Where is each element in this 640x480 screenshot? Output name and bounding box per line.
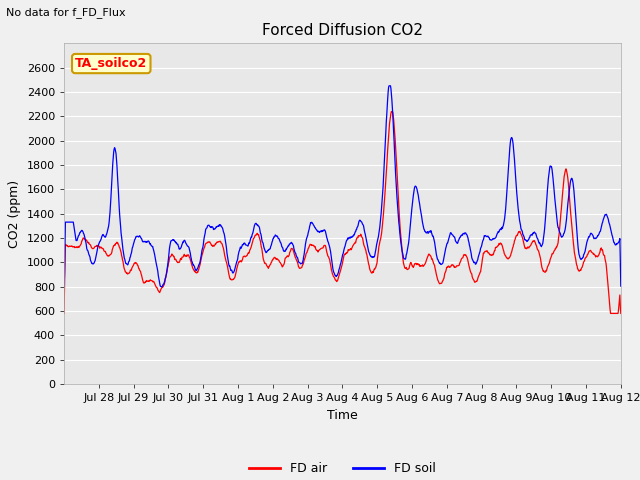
FD soil	[617, 283, 625, 289]
FD air	[60, 311, 68, 316]
FD soil	[385, 83, 393, 89]
Line: FD soil: FD soil	[64, 86, 621, 287]
FD air	[301, 254, 309, 260]
FD air	[388, 108, 396, 114]
Title: Forced Diffusion CO2: Forced Diffusion CO2	[262, 23, 423, 38]
FD soil	[248, 234, 255, 240]
FD soil	[60, 284, 68, 289]
FD air	[154, 287, 162, 293]
X-axis label: Time: Time	[327, 408, 358, 421]
FD soil	[364, 246, 372, 252]
FD soil	[134, 234, 141, 240]
FD soil	[301, 241, 309, 247]
Y-axis label: CO2 (ppm): CO2 (ppm)	[8, 180, 21, 248]
FD soil	[353, 227, 360, 232]
FD air	[248, 242, 255, 248]
FD air	[353, 236, 360, 242]
FD soil	[154, 268, 162, 274]
FD air	[364, 260, 372, 265]
Text: No data for f_FD_Flux: No data for f_FD_Flux	[6, 7, 126, 18]
FD air	[617, 311, 625, 316]
Text: TA_soilco2: TA_soilco2	[75, 57, 147, 70]
Legend: FD air, FD soil: FD air, FD soil	[244, 457, 441, 480]
Line: FD air: FD air	[64, 111, 621, 313]
FD air	[134, 263, 141, 268]
